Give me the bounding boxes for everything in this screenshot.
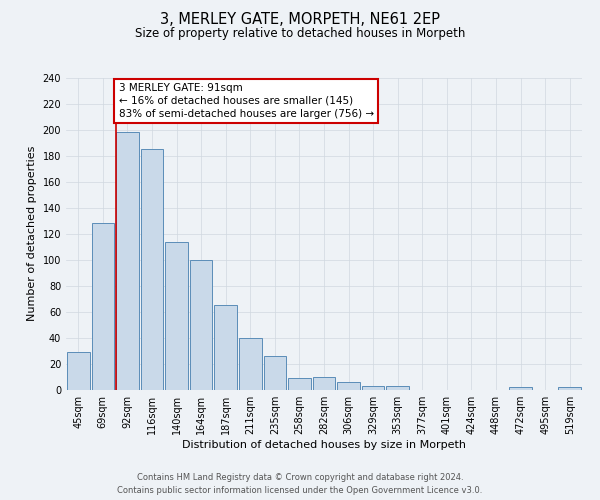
Bar [239,338,262,390]
Bar [313,377,335,390]
Bar [263,356,286,390]
Bar [165,242,188,390]
Y-axis label: Number of detached properties: Number of detached properties [27,146,37,322]
Bar [337,382,360,390]
Text: Size of property relative to detached houses in Morpeth: Size of property relative to detached ho… [135,28,465,40]
Bar [362,386,385,390]
X-axis label: Distribution of detached houses by size in Morpeth: Distribution of detached houses by size … [182,440,466,450]
Bar [116,132,139,390]
Bar [386,386,409,390]
Bar [140,149,163,390]
Bar [288,378,311,390]
Bar [214,306,237,390]
Text: 3, MERLEY GATE, MORPETH, NE61 2EP: 3, MERLEY GATE, MORPETH, NE61 2EP [160,12,440,28]
Bar [559,388,581,390]
Bar [92,224,114,390]
Bar [67,352,89,390]
Text: 3 MERLEY GATE: 91sqm
← 16% of detached houses are smaller (145)
83% of semi-deta: 3 MERLEY GATE: 91sqm ← 16% of detached h… [119,82,374,119]
Bar [190,260,212,390]
Bar [509,388,532,390]
Text: Contains HM Land Registry data © Crown copyright and database right 2024.
Contai: Contains HM Land Registry data © Crown c… [118,474,482,495]
